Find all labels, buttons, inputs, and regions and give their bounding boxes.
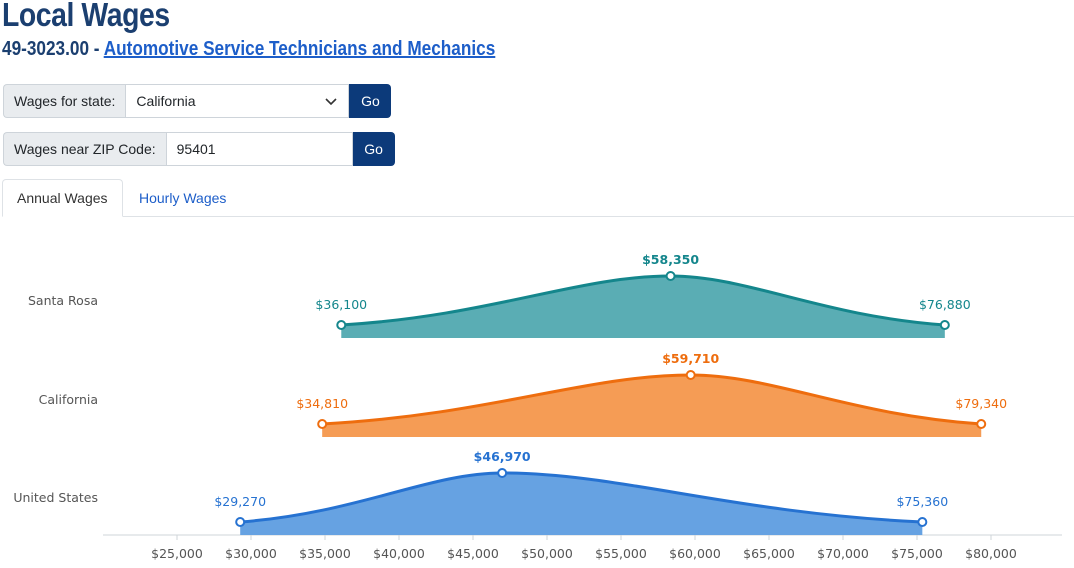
area-2: [240, 473, 923, 535]
x-tick-label: $75,000: [891, 546, 943, 561]
median-label: $46,970: [474, 449, 531, 464]
occupation-heading: 49-3023.00 - Automotive Service Technici…: [2, 38, 495, 61]
state-label: Wages for state:: [3, 84, 126, 118]
area-0: [341, 276, 945, 338]
marker-low: [235, 517, 246, 527]
wage-distribution-chart: $25,000 $30,000 $35,000 $40,000 $45,000 $50,0…: [13, 252, 1062, 561]
x-tick-label: $30,000: [225, 546, 277, 561]
series-name-label: California: [39, 392, 98, 407]
marker-high: [939, 320, 950, 330]
zip-label: Wages near ZIP Code:: [3, 132, 166, 166]
x-tick-label: $25,000: [151, 546, 203, 561]
marker-high: [917, 517, 928, 527]
marker-median: [685, 370, 696, 380]
x-tick-label: $35,000: [299, 546, 351, 561]
high-label: $75,360: [896, 494, 948, 509]
occupation-code: 49-3023.00 -: [2, 38, 100, 60]
zip-input-value: 95401: [176, 141, 216, 157]
area-line-2: [240, 471, 923, 524]
low-label: $36,100: [315, 297, 367, 312]
low-label: $29,270: [214, 494, 266, 509]
chevron-down-icon: [325, 98, 337, 106]
median-label: $58,350: [642, 252, 699, 267]
x-tick-label: $60,000: [669, 546, 721, 561]
x-tick-label: $70,000: [817, 546, 869, 561]
x-tick-label: $65,000: [743, 546, 795, 561]
x-tick-label: $50,000: [521, 546, 573, 561]
zip-form: Wages near ZIP Code: 95401 Go: [3, 132, 395, 166]
tab-annual-wages[interactable]: Annual Wages: [2, 179, 123, 217]
marker-high: [976, 419, 987, 429]
series-name-label: Santa Rosa: [28, 293, 98, 308]
high-label: $79,340: [955, 396, 1007, 411]
x-tick-label: $45,000: [447, 546, 499, 561]
occupation-link[interactable]: Automotive Service Technicians and Mecha…: [103, 38, 496, 60]
tab-hourly-wages[interactable]: Hourly Wages: [139, 189, 227, 206]
marker-low: [317, 419, 328, 429]
zip-go-button[interactable]: Go: [352, 132, 395, 166]
state-select[interactable]: California: [125, 84, 350, 118]
marker-low: [336, 320, 347, 330]
state-form: Wages for state: California Go: [3, 84, 392, 118]
marker-median: [665, 271, 676, 281]
page-title: Local Wages: [2, 0, 170, 33]
x-tick-label: $80,000: [965, 546, 1017, 561]
area-1: [322, 375, 982, 437]
zip-input[interactable]: 95401: [165, 132, 353, 166]
state-go-button[interactable]: Go: [349, 84, 392, 118]
state-select-value: California: [136, 93, 196, 109]
x-tick-label: $55,000: [595, 546, 647, 561]
wage-tabs: Annual Wages Hourly Wages: [2, 179, 1074, 217]
high-label: $76,880: [919, 297, 971, 312]
x-tick-label: $40,000: [373, 546, 425, 561]
low-label: $34,810: [296, 396, 348, 411]
series-name-label: United States: [13, 490, 98, 505]
median-label: $59,710: [662, 351, 719, 366]
marker-median: [497, 468, 508, 478]
